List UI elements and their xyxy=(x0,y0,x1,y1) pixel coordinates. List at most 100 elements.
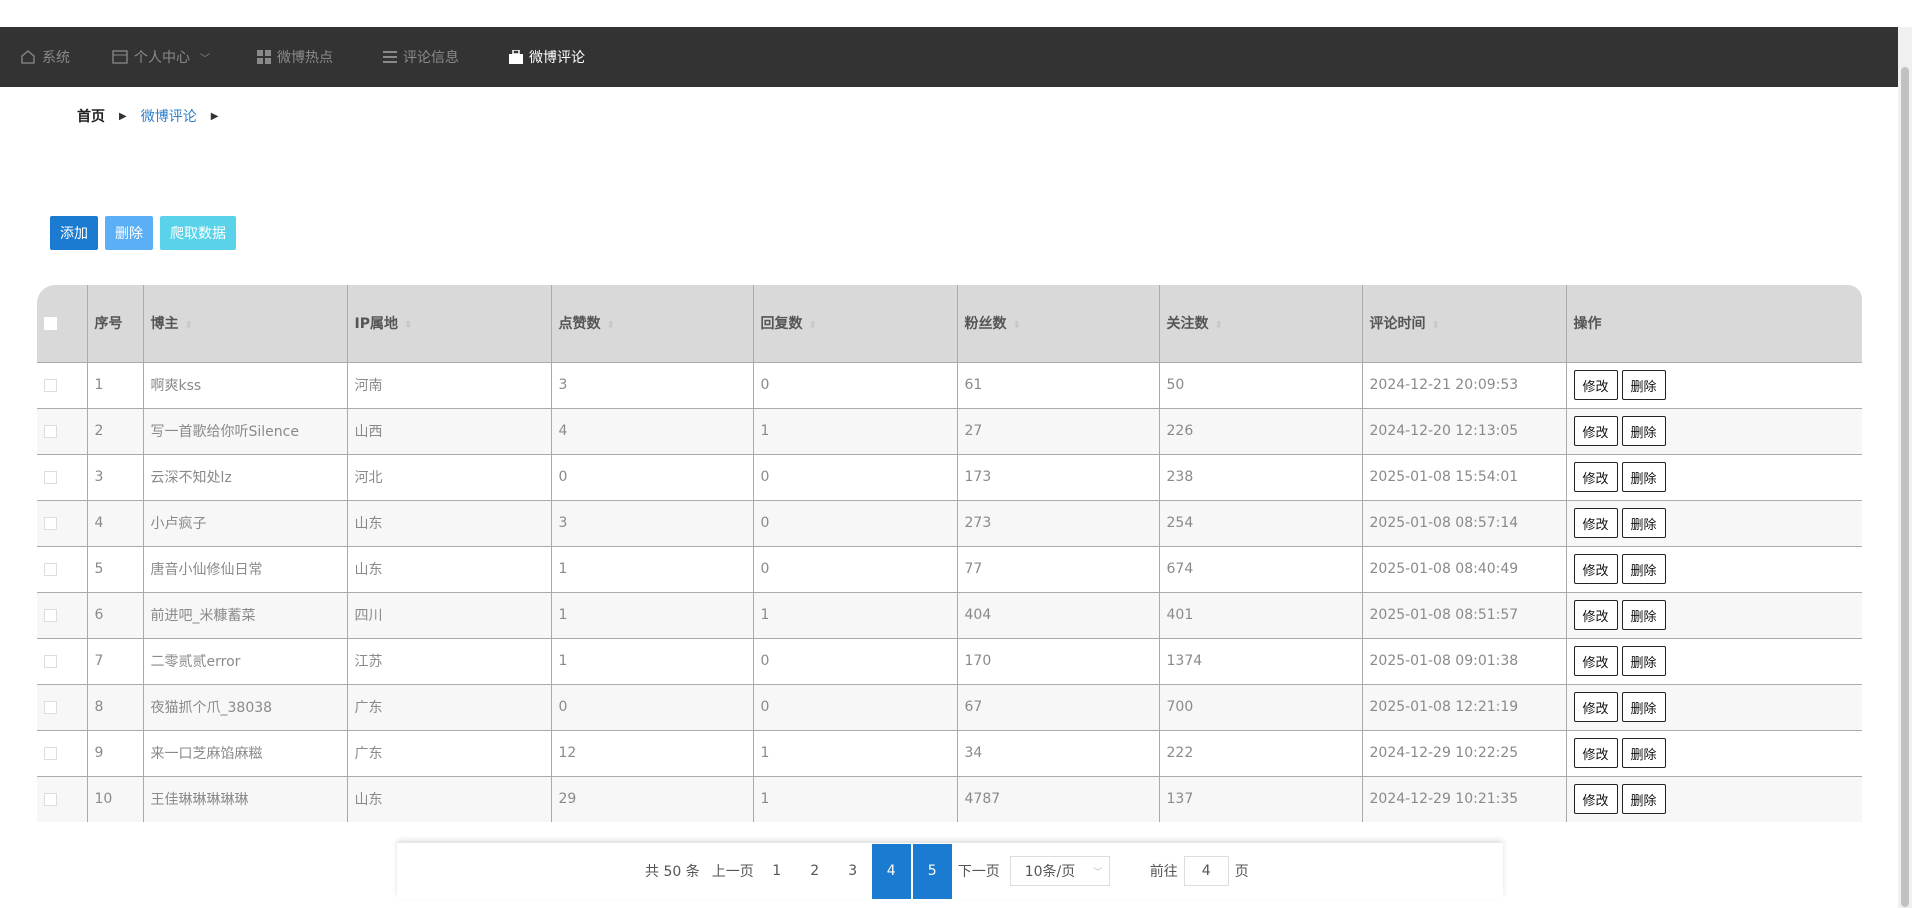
nav-item-personal[interactable]: 个人中心 ﹀ xyxy=(112,27,210,87)
column-header[interactable]: 评论时间 ⬍ xyxy=(1361,285,1566,362)
edit-button[interactable]: 修改 xyxy=(1573,462,1618,492)
table-row: 8 夜猫抓个爪_38038 广东 0 0 67 700 2025-01-08 12:21:19… xyxy=(37,683,1862,730)
sort-icon[interactable]: ⬍ xyxy=(808,320,817,332)
edit-button[interactable]: 修改 xyxy=(1573,416,1618,446)
select-all-checkbox[interactable] xyxy=(44,316,57,330)
row-checkbox[interactable] xyxy=(44,562,57,576)
sort-icon[interactable]: ⬍ xyxy=(184,320,193,332)
table-cell: 3 xyxy=(550,499,753,546)
goto-page-input[interactable]: 4 xyxy=(1183,856,1229,886)
page-button[interactable]: 5 xyxy=(912,843,952,899)
table-cell: 二零贰贰error xyxy=(142,637,347,684)
breadcrumb-home[interactable]: 首页 xyxy=(77,109,105,125)
scrollbar-thumb[interactable] xyxy=(1901,67,1909,907)
sort-icon[interactable]: ⬍ xyxy=(403,320,413,332)
row-checkbox[interactable] xyxy=(44,700,57,714)
breadcrumb-current[interactable]: 微博评论 xyxy=(140,109,197,125)
row-delete-button[interactable]: 删除 xyxy=(1621,416,1666,446)
nav-item-hot[interactable]: 微博热点 xyxy=(257,27,333,87)
page-button[interactable]: 4 xyxy=(871,843,911,899)
delete-button[interactable]: 删除 xyxy=(105,216,153,250)
nav-item-weibo-comments[interactable]: 微博评论 xyxy=(509,27,585,87)
row-checkbox-cell xyxy=(37,775,87,822)
table-row: 4 小卢疯子 山东 3 0 273 254 2025-01-08 08:57:14 修改 删除 xyxy=(37,499,1862,546)
edit-button[interactable]: 修改 xyxy=(1573,508,1618,538)
chevron-right-icon: ▶ xyxy=(210,110,219,122)
row-checkbox[interactable] xyxy=(44,470,57,484)
crawl-data-button[interactable]: 爬取数据 xyxy=(160,216,236,250)
edit-button[interactable]: 修改 xyxy=(1573,646,1618,676)
chevron-right-icon: ▶ xyxy=(119,110,127,122)
row-checkbox[interactable] xyxy=(44,654,57,668)
table-cell: 61 xyxy=(956,361,1159,408)
column-header[interactable]: 粉丝数 ⬍ xyxy=(956,285,1159,362)
row-delete-button[interactable]: 删除 xyxy=(1621,600,1666,630)
page-size-select[interactable]: 10条/页 ﹀ xyxy=(1009,856,1110,886)
row-checkbox[interactable] xyxy=(44,516,57,530)
row-delete-button[interactable]: 删除 xyxy=(1621,462,1666,492)
page-button[interactable]: 2 xyxy=(810,863,820,879)
page-button[interactable]: 1 xyxy=(772,863,782,879)
scrollbar[interactable] xyxy=(1898,27,1912,908)
table-cell: 小卢疯子 xyxy=(142,499,347,546)
row-delete-button[interactable]: 删除 xyxy=(1621,738,1666,768)
table-cell: 404 xyxy=(956,591,1159,638)
table-cell: 1374 xyxy=(1158,637,1362,684)
row-delete-button[interactable]: 删除 xyxy=(1621,784,1666,815)
sort-icon[interactable]: ⬍ xyxy=(1431,320,1440,332)
table-cell: 7 xyxy=(86,637,143,684)
column-header[interactable]: 关注数 ⬍ xyxy=(1158,285,1362,362)
edit-button[interactable]: 修改 xyxy=(1573,554,1618,584)
nav-item-system[interactable]: 系统 xyxy=(20,27,70,87)
column-header[interactable]: IP属地 ⬍ xyxy=(346,285,551,362)
sort-icon[interactable]: ⬍ xyxy=(1012,320,1021,332)
table-cell: 238 xyxy=(1158,453,1362,500)
row-delete-button[interactable]: 删除 xyxy=(1621,646,1666,676)
next-page-button[interactable]: 下一页 xyxy=(957,864,1000,880)
chevron-down-icon: ﹀ xyxy=(1093,867,1103,878)
nav-item-comments-info[interactable]: 评论信息 xyxy=(383,27,459,87)
actions-cell: 修改 删除 xyxy=(1565,637,1862,684)
table-row: 1 啊爽kss 河南 3 0 61 50 2024-12-21 20:09:53 修改 删除 xyxy=(37,361,1862,408)
table-cell: 写一首歌给你听Silence xyxy=(142,407,347,454)
edit-button[interactable]: 修改 xyxy=(1573,692,1618,722)
page-button[interactable]: 3 xyxy=(848,863,858,879)
row-checkbox[interactable] xyxy=(44,608,57,622)
row-delete-button[interactable]: 删除 xyxy=(1621,692,1666,722)
table-cell: 0 xyxy=(752,545,957,592)
row-checkbox[interactable] xyxy=(44,378,57,392)
column-header[interactable]: 回复数 ⬍ xyxy=(752,285,957,362)
edit-button[interactable]: 修改 xyxy=(1573,784,1618,815)
row-checkbox[interactable] xyxy=(44,424,57,438)
row-delete-button[interactable]: 删除 xyxy=(1621,370,1666,400)
table-row: 2 写一首歌给你听Silence 山西 4 1 27 226 2024-12-20 12:13… xyxy=(37,407,1862,454)
row-delete-button[interactable]: 删除 xyxy=(1621,508,1666,538)
prev-page-button[interactable]: 上一页 xyxy=(711,864,754,880)
sort-icon[interactable]: ⬍ xyxy=(606,320,615,332)
table-cell: 山东 xyxy=(346,499,551,546)
row-checkbox-cell xyxy=(37,407,87,454)
row-checkbox[interactable] xyxy=(44,792,57,806)
table-row: 7 二零贰贰error 江苏 1 0 170 1374 2025-01-08 09:01:38… xyxy=(37,637,1862,684)
row-delete-button[interactable]: 删除 xyxy=(1621,554,1666,584)
column-header[interactable]: 博主 ⬍ xyxy=(142,285,347,362)
table-cell: 1 xyxy=(550,637,753,684)
edit-button[interactable]: 修改 xyxy=(1573,370,1618,400)
table-cell: 1 xyxy=(550,591,753,638)
column-header[interactable]: 点赞数 ⬍ xyxy=(550,285,753,362)
row-checkbox[interactable] xyxy=(44,746,57,760)
row-checkbox-cell xyxy=(37,499,87,546)
nav-label: 个人中心 xyxy=(134,50,190,66)
edit-button[interactable]: 修改 xyxy=(1573,600,1618,630)
home-icon xyxy=(21,50,35,64)
table-cell: 170 xyxy=(956,637,1159,684)
comments-table: 序号 博主 ⬍ IP属地 ⬍ 点赞数 ⬍ 回复数 ⬍ 粉丝数 ⬍ 关注数 ⬍ 评论时间 ⬍ 操作 1 啊爽kss… xyxy=(37,285,1862,822)
table-cell: 50 xyxy=(1158,361,1362,408)
table-cell: 山东 xyxy=(346,545,551,592)
table-cell: 8 xyxy=(86,683,143,730)
add-button[interactable]: 添加 xyxy=(50,216,98,250)
table-cell: 0 xyxy=(752,361,957,408)
sort-icon[interactable]: ⬍ xyxy=(1214,320,1223,332)
edit-button[interactable]: 修改 xyxy=(1573,738,1618,768)
briefcase-icon xyxy=(509,50,523,64)
